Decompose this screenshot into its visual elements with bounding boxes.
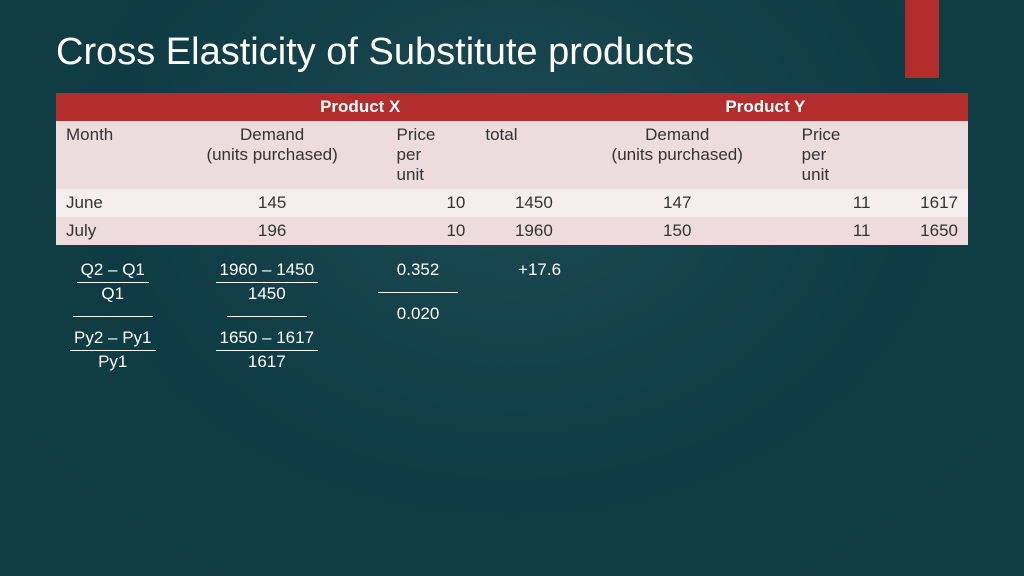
slide: Cross Elasticity of Substitute products …: [0, 0, 1024, 576]
calc-q-denom-val: 1450: [248, 284, 286, 303]
cell-dy: 150: [563, 217, 792, 245]
cell-month: June: [56, 189, 158, 217]
divider-line: [73, 316, 153, 317]
cell-py: 11: [792, 189, 881, 217]
divider-line: [378, 292, 458, 293]
calc-result-col: +17.6: [518, 259, 561, 374]
header-product-x: Product X: [158, 93, 563, 121]
calc-py-numer-val: 1650 – 1617: [216, 327, 319, 351]
table-row: July 196 10 1960 150 11 1650: [56, 217, 968, 245]
header-product-y: Product Y: [563, 93, 968, 121]
subheader-price-y: Priceperunit: [792, 121, 881, 189]
calc-ratio-top: 0.352: [397, 260, 440, 279]
subheader-total-y: [880, 121, 968, 189]
calculation-area: Q2 – Q1 Q1 Py2 – Py1 Py1 1960 – 1450 145…: [56, 259, 968, 374]
divider-line: [227, 316, 307, 317]
cell-ty: 1650: [880, 217, 968, 245]
table-row: June 145 10 1450 147 11 1617: [56, 189, 968, 217]
slide-title: Cross Elasticity of Substitute products: [56, 30, 968, 75]
calc-py-numer: Py2 – Py1: [70, 327, 156, 351]
calc-q-denom: Q1: [101, 284, 124, 303]
calc-q-numer-val: 1960 – 1450: [216, 259, 319, 283]
cell-py: 11: [792, 217, 881, 245]
accent-bar: [905, 0, 939, 78]
header-blank: [56, 93, 158, 121]
cell-tx: 1960: [475, 217, 562, 245]
calc-result: +17.6: [518, 260, 561, 279]
subheader-demand-y: Demand(units purchased): [563, 121, 792, 189]
calc-formula-col: Q2 – Q1 Q1 Py2 – Py1 Py1: [70, 259, 156, 374]
subheader-price-x: Priceperunit: [387, 121, 476, 189]
calc-py-denom: Py1: [98, 352, 127, 371]
subheader-total-x: total: [475, 121, 562, 189]
calc-values-col: 1960 – 1450 1450 1650 – 1617 1617: [216, 259, 319, 374]
calc-q-numer: Q2 – Q1: [77, 259, 149, 283]
cell-tx: 1450: [475, 189, 562, 217]
table-header-row: Product X Product Y: [56, 93, 968, 121]
calc-py-denom-val: 1617: [248, 352, 286, 371]
calc-ratio-bot: 0.020: [397, 304, 440, 323]
calc-ratio-col: 0.352 0.020: [378, 259, 458, 374]
cell-ty: 1617: [880, 189, 968, 217]
cell-dx: 196: [158, 217, 387, 245]
cell-px: 10: [387, 189, 476, 217]
cell-month: July: [56, 217, 158, 245]
subheader-month: Month: [56, 121, 158, 189]
elasticity-table: Product X Product Y Month Demand(units p…: [56, 93, 968, 245]
cell-dx: 145: [158, 189, 387, 217]
cell-dy: 147: [563, 189, 792, 217]
subheader-demand-x: Demand(units purchased): [158, 121, 387, 189]
table-subheader-row: Month Demand(units purchased) Priceperun…: [56, 121, 968, 189]
cell-px: 10: [387, 217, 476, 245]
